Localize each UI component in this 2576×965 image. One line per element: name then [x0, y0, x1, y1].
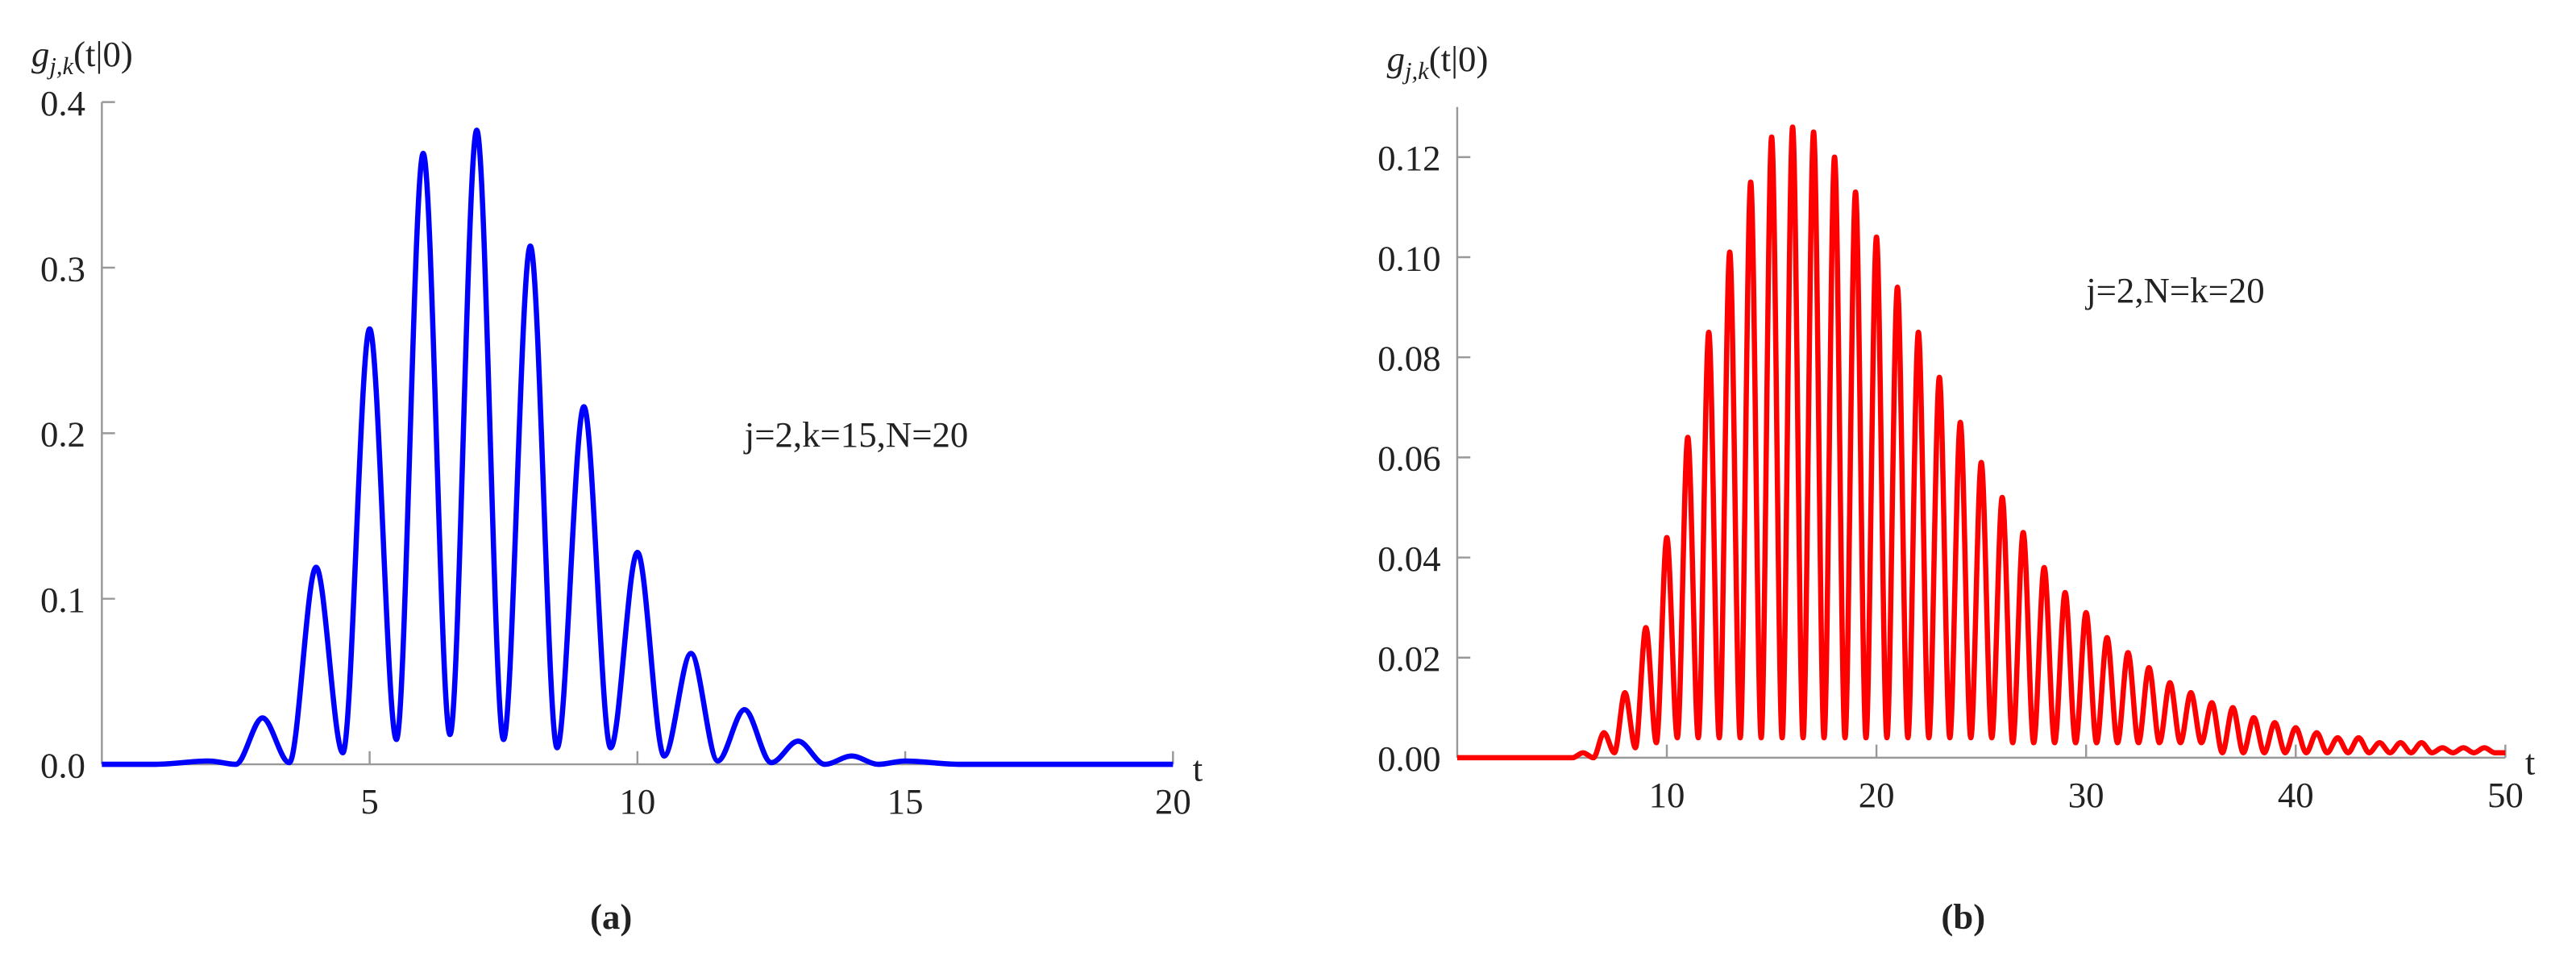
x-axis-label: t	[1193, 748, 1203, 788]
y-axis-label: gj,k(t|0)	[1387, 39, 1489, 85]
x-tick-label: 40	[2278, 775, 2314, 815]
x-tick-label: 30	[2068, 775, 2104, 815]
y-tick-label: 0.10	[1377, 238, 1440, 278]
x-tick-label: 50	[2487, 775, 2524, 815]
x-tick-label: 10	[1649, 775, 1685, 815]
y-tick-label: 0.06	[1377, 439, 1440, 479]
panel-caption: (a)	[590, 896, 632, 937]
y-tick-label: 0.04	[1377, 539, 1440, 579]
y-tick-label: 0.02	[1377, 638, 1440, 679]
data-line	[102, 127, 1174, 767]
annotation: j=2,N=k=20	[2084, 270, 2265, 310]
y-tick-label: 0.08	[1377, 339, 1440, 379]
y-tick-label: 0.3	[40, 248, 85, 289]
x-tick-label: 20	[1859, 775, 1895, 815]
y-tick-label: 0.4	[40, 83, 85, 123]
y-axis-label: gj,k(t|0)	[31, 34, 133, 80]
y-tick-label: 0.1	[40, 580, 85, 620]
y-label-symbol: g	[31, 34, 49, 74]
y-label-sub: j,k	[46, 52, 74, 80]
x-axis-label: t	[2525, 742, 2536, 782]
x-tick-label: 5	[360, 781, 378, 821]
y-tick-label: 0.0	[40, 745, 85, 785]
x-tick-label: 15	[887, 781, 924, 821]
x-tick-label: 20	[1155, 781, 1191, 821]
y-label-args: (t|0)	[1429, 39, 1489, 79]
y-label-args: (t|0)	[73, 34, 133, 74]
y-label-sub: j,k	[1402, 57, 1430, 85]
y-label-symbol: g	[1387, 39, 1405, 79]
panel-caption: (b)	[1941, 896, 1985, 937]
data-line	[1456, 124, 2506, 761]
y-tick-label: 0.00	[1377, 738, 1440, 779]
y-tick-label: 0.2	[40, 414, 85, 455]
x-tick-label: 10	[619, 781, 655, 821]
y-tick-label: 0.12	[1377, 138, 1440, 178]
annotation: j=2,k=15,N=20	[743, 414, 969, 455]
